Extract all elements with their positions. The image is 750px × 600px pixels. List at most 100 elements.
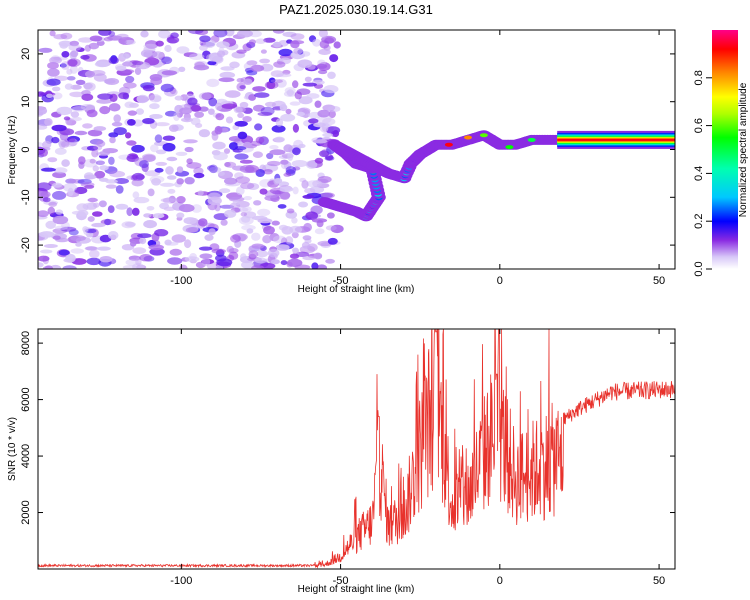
spectrogram-noise-blob bbox=[283, 172, 292, 177]
spectrogram-noise-blob bbox=[190, 117, 201, 126]
spectrogram-noise-blob bbox=[216, 50, 226, 58]
spectrogram-noise-blob bbox=[144, 40, 159, 49]
spectrogram-noise-blob bbox=[285, 166, 297, 174]
spectrogram-noise-blob bbox=[38, 210, 49, 218]
spectrogram-noise-blob bbox=[46, 78, 61, 86]
spectrogram-noise-blob bbox=[167, 188, 176, 194]
spectrogram-noise-blob bbox=[259, 188, 268, 195]
spectrogram-noise-blob bbox=[236, 82, 246, 92]
spectrogram-noise-blob bbox=[149, 114, 163, 119]
spectrogram-x-tick-label: 0 bbox=[497, 275, 503, 287]
spectrogram-x-tick-label: -100 bbox=[170, 275, 192, 287]
spectrogram-noise-blob bbox=[225, 116, 234, 124]
spectrogram-noise-blob bbox=[292, 80, 299, 89]
spectrogram-noise-blob bbox=[52, 92, 63, 100]
spectrogram-noise-blob bbox=[292, 123, 299, 133]
spectrogram-noise-blob bbox=[183, 217, 197, 225]
spectrogram-noise-blob bbox=[234, 120, 248, 127]
spectrogram-noise-blob bbox=[305, 160, 318, 169]
spectrogram-noise-blob bbox=[63, 182, 78, 192]
spectrogram-noise-blob bbox=[224, 90, 241, 98]
snr-ticks: -100 -50 0 50 2000 4000 6000 8000 bbox=[20, 329, 675, 587]
spectrogram-noise-blob bbox=[313, 122, 326, 128]
spectrogram-noise-blob bbox=[86, 232, 94, 238]
spectrogram-noise-blob bbox=[44, 118, 53, 126]
spectrogram-noise-blob bbox=[237, 131, 248, 140]
spectrogram-noise-blob bbox=[133, 196, 150, 204]
spectrogram-noise-blob bbox=[70, 235, 86, 242]
spectrogram-noise-blob bbox=[38, 47, 53, 53]
spectrogram-noise-blob bbox=[240, 182, 255, 190]
spectrogram-noise-blob bbox=[46, 93, 53, 99]
spectrogram-noise-blob bbox=[135, 257, 142, 266]
colorbar-ticks: 0.0 0.2 0.4 0.6 0.8 bbox=[693, 70, 712, 277]
spectrogram-noise-blob bbox=[160, 83, 174, 93]
spectrogram-noise-blob bbox=[130, 174, 138, 181]
spectrogram-noise-blob bbox=[269, 149, 286, 156]
spectrogram-noise-blob bbox=[305, 211, 319, 220]
spectrogram-noise-blob bbox=[70, 116, 82, 122]
spectrogram-noise-blob bbox=[183, 139, 198, 144]
spectrogram-noise-blob bbox=[83, 158, 98, 168]
spectrogram-noise-blob bbox=[323, 85, 339, 94]
spectrogram-noise-blob bbox=[154, 122, 170, 127]
spectrogram-noise-blob bbox=[61, 51, 70, 58]
spectrogram-noise-blob bbox=[243, 196, 252, 201]
spectrogram-noise-blob bbox=[275, 244, 290, 251]
spectrogram-noise-blob bbox=[143, 43, 158, 50]
spectrogram-noise-blob bbox=[162, 142, 176, 152]
spectrogram-noise-blob bbox=[89, 35, 103, 42]
spectrogram-noise-blob bbox=[80, 104, 96, 111]
spectrogram-noise-blob bbox=[220, 219, 228, 226]
spectrogram-noise-blob bbox=[199, 45, 208, 51]
spectrogram-noise-blob bbox=[155, 149, 167, 155]
colorbar: 0.0 0.2 0.4 0.6 0.8 Normalized spectral ampl… bbox=[693, 30, 749, 277]
spectrogram-noise-blob bbox=[291, 247, 299, 253]
spectrogram-noise-blob bbox=[280, 159, 289, 165]
spectrogram-noise-blob bbox=[142, 84, 155, 92]
spectrogram-noise-blob bbox=[293, 47, 303, 55]
spectrogram-noise-blob bbox=[270, 79, 283, 84]
colorbar-gradient bbox=[712, 30, 738, 269]
spectrogram-noise-blob bbox=[132, 191, 140, 199]
spectrogram-noise-blob bbox=[317, 172, 325, 179]
spectrogram-noise-blob bbox=[297, 59, 313, 68]
spectrogram-noise-blob bbox=[158, 30, 171, 39]
spectrogram-noise-blob bbox=[254, 257, 267, 264]
spectrogram-noise-blob bbox=[251, 232, 261, 241]
chart-title: PAZ1.2025.030.19.14.G31 bbox=[279, 2, 433, 17]
spectrogram-noise-blob bbox=[273, 136, 285, 143]
snr-y-tick-label: 4000 bbox=[20, 444, 32, 468]
spectrogram-noise-blob bbox=[164, 44, 172, 53]
spectrogram-noise-blob bbox=[171, 234, 186, 243]
spectrogram-hotspot bbox=[464, 135, 472, 140]
spectrogram-noise-blob bbox=[149, 103, 160, 110]
spectrogram-noise-blob bbox=[187, 97, 198, 106]
spectrogram-y-tick-label: 0 bbox=[20, 146, 32, 152]
spectrogram-noise-blob bbox=[327, 105, 341, 113]
spectrogram-noise-blob bbox=[91, 222, 106, 228]
spectrogram-noise-blob bbox=[104, 78, 120, 85]
spectrogram-noise-blob bbox=[259, 58, 270, 64]
spectrogram-noise-blob bbox=[80, 54, 90, 60]
spectrogram-noise-blob bbox=[42, 140, 52, 149]
spectrogram-noise-blob bbox=[271, 220, 280, 226]
spectrogram-noise-blob bbox=[107, 205, 115, 214]
spectrogram-noise-blob bbox=[242, 116, 252, 123]
spectrogram-noise-blob bbox=[236, 78, 244, 83]
spectrogram-noise-blob bbox=[51, 182, 63, 188]
spectrogram-noise-blob bbox=[99, 256, 113, 263]
spectrogram-noise-blob bbox=[150, 144, 159, 153]
spectrogram-noise-blob bbox=[213, 152, 228, 161]
spectrogram-noise-blob bbox=[199, 253, 213, 259]
snr-y-tick-label: 2000 bbox=[20, 500, 32, 524]
spectrogram-noise-blob bbox=[275, 118, 284, 127]
spectrogram-noise-blob bbox=[266, 81, 276, 89]
spectrogram-noise-blob bbox=[115, 185, 124, 194]
spectrogram-noise-blob bbox=[81, 93, 94, 102]
spectrogram-noise-blob bbox=[166, 156, 178, 162]
spectrogram-noise-blob bbox=[208, 97, 218, 107]
spectrogram-noise-blob bbox=[235, 186, 245, 196]
spectrogram-noise-blob bbox=[325, 225, 337, 231]
